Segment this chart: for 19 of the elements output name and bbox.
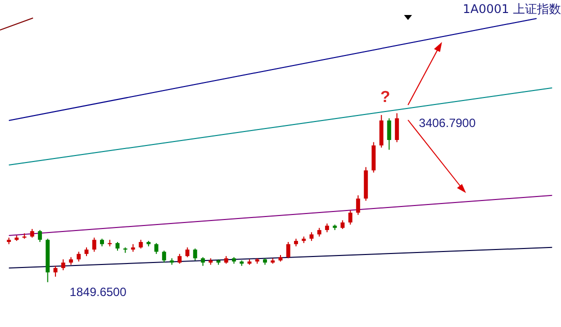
- candlestick: [356, 194, 360, 216]
- candlestick: [185, 246, 190, 258]
- candlestick: [76, 251, 81, 262]
- text: ?: [380, 89, 390, 106]
- candlestick: [193, 248, 198, 261]
- candlestick: [53, 265, 58, 278]
- candlestick: [394, 112, 399, 143]
- candlestick: [162, 250, 166, 264]
- candlestick: [348, 210, 352, 226]
- annotation: 3406.7900: [418, 116, 476, 130]
- chart-title: 1A0001 上证指数: [462, 2, 561, 16]
- candlestick: [286, 241, 290, 259]
- candlestick: [154, 242, 158, 254]
- candlestick: [61, 258, 66, 271]
- candlestick: [178, 253, 182, 264]
- candlestick: [387, 118, 392, 150]
- candlestick: [92, 237, 96, 252]
- text: 1849.6500: [70, 285, 127, 300]
- candlestick: [38, 230, 42, 242]
